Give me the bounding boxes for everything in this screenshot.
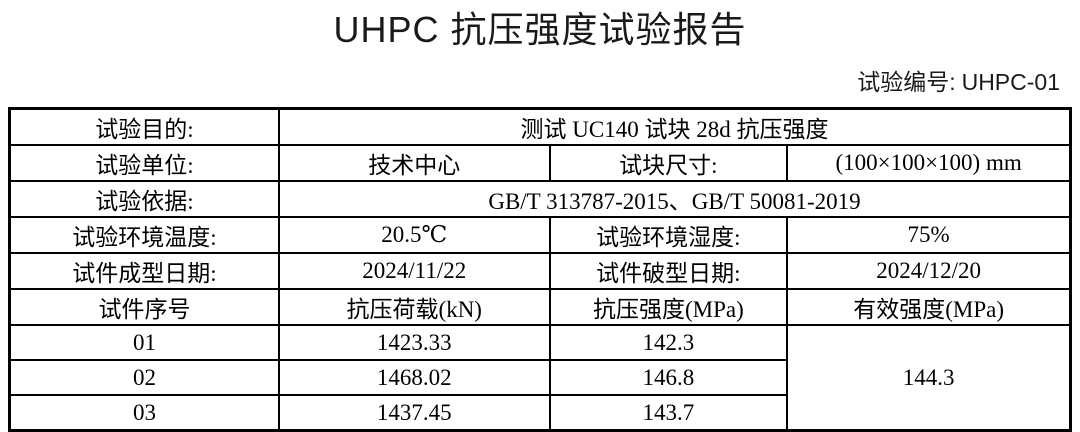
specimen-no: 01 — [8, 324, 280, 361]
strength-value: 146.8 — [548, 359, 789, 396]
row-temp-humidity: 试验环境温度: 20.5℃ 试验环境湿度: 75% — [8, 216, 1072, 254]
row-unit-size: 试验单位: 技术中心 试块尺寸: (100×100×100) mm — [8, 144, 1072, 182]
mold-date-value: 2024/11/22 — [277, 252, 551, 290]
size-value: (100×100×100) mm — [786, 144, 1072, 182]
basis-label: 试验依据: — [8, 180, 280, 218]
table-row: 03 1437.45 143.7 — [8, 394, 1071, 432]
specimen-no: 02 — [8, 359, 280, 396]
specimen-no: 03 — [8, 394, 280, 432]
report-number-label: 试验编号: — [857, 68, 956, 95]
table-row: 02 1468.02 146.8 — [8, 359, 1071, 396]
report-number-value: UHPC-01 — [961, 68, 1060, 95]
load-value: 1468.02 — [277, 359, 551, 396]
header-strength: 抗压强度(MPa) — [548, 288, 789, 326]
header-specimen-no: 试件序号 — [8, 288, 280, 326]
table-row: 01 1423.33 142.3 144.3 — [8, 324, 1072, 432]
temp-label: 试验环境温度: — [8, 216, 280, 254]
report-number-line: 试验编号: UHPC-01 — [0, 63, 1080, 97]
row-purpose: 试验目的: 测试 UC140 试块 28d 抗压强度 — [8, 107, 1072, 146]
basis-value: GB/T 313787-2015、GB/T 50081-2019 — [277, 180, 1072, 218]
strength-value: 143.7 — [548, 394, 789, 432]
strength-value: 142.3 — [548, 324, 789, 361]
header-effective: 有效强度(MPa) — [786, 288, 1072, 326]
page-title: UHPC 抗压强度试验报告 — [333, 9, 747, 50]
row-basis: 试验依据: GB/T 313787-2015、GB/T 50081-2019 — [8, 180, 1072, 218]
results-header-row: 试件序号 抗压荷载(kN) 抗压强度(MPa) 有效强度(MPa) — [8, 288, 1072, 326]
unit-value: 技术中心 — [277, 144, 551, 182]
size-label: 试块尺寸: — [548, 144, 789, 182]
load-value: 1423.33 — [277, 324, 551, 361]
break-date-value: 2024/12/20 — [786, 252, 1072, 290]
mold-date-label: 试件成型日期: — [8, 252, 280, 290]
effective-strength-value: 144.3 — [786, 324, 1072, 432]
temp-value: 20.5℃ — [277, 216, 551, 254]
test-report-table: 试验目的: 测试 UC140 试块 28d 抗压强度 试验单位: 技术中心 试块… — [8, 107, 1072, 432]
unit-label: 试验单位: — [8, 144, 280, 182]
header-load: 抗压荷载(kN) — [277, 288, 551, 326]
purpose-value: 测试 UC140 试块 28d 抗压强度 — [277, 107, 1072, 146]
load-value: 1437.45 — [277, 394, 551, 432]
break-date-label: 试件破型日期: — [548, 252, 789, 290]
row-dates: 试件成型日期: 2024/11/22 试件破型日期: 2024/12/20 — [8, 252, 1072, 290]
humidity-value: 75% — [786, 216, 1072, 254]
humidity-label: 试验环境湿度: — [548, 216, 789, 254]
purpose-label: 试验目的: — [8, 107, 280, 146]
